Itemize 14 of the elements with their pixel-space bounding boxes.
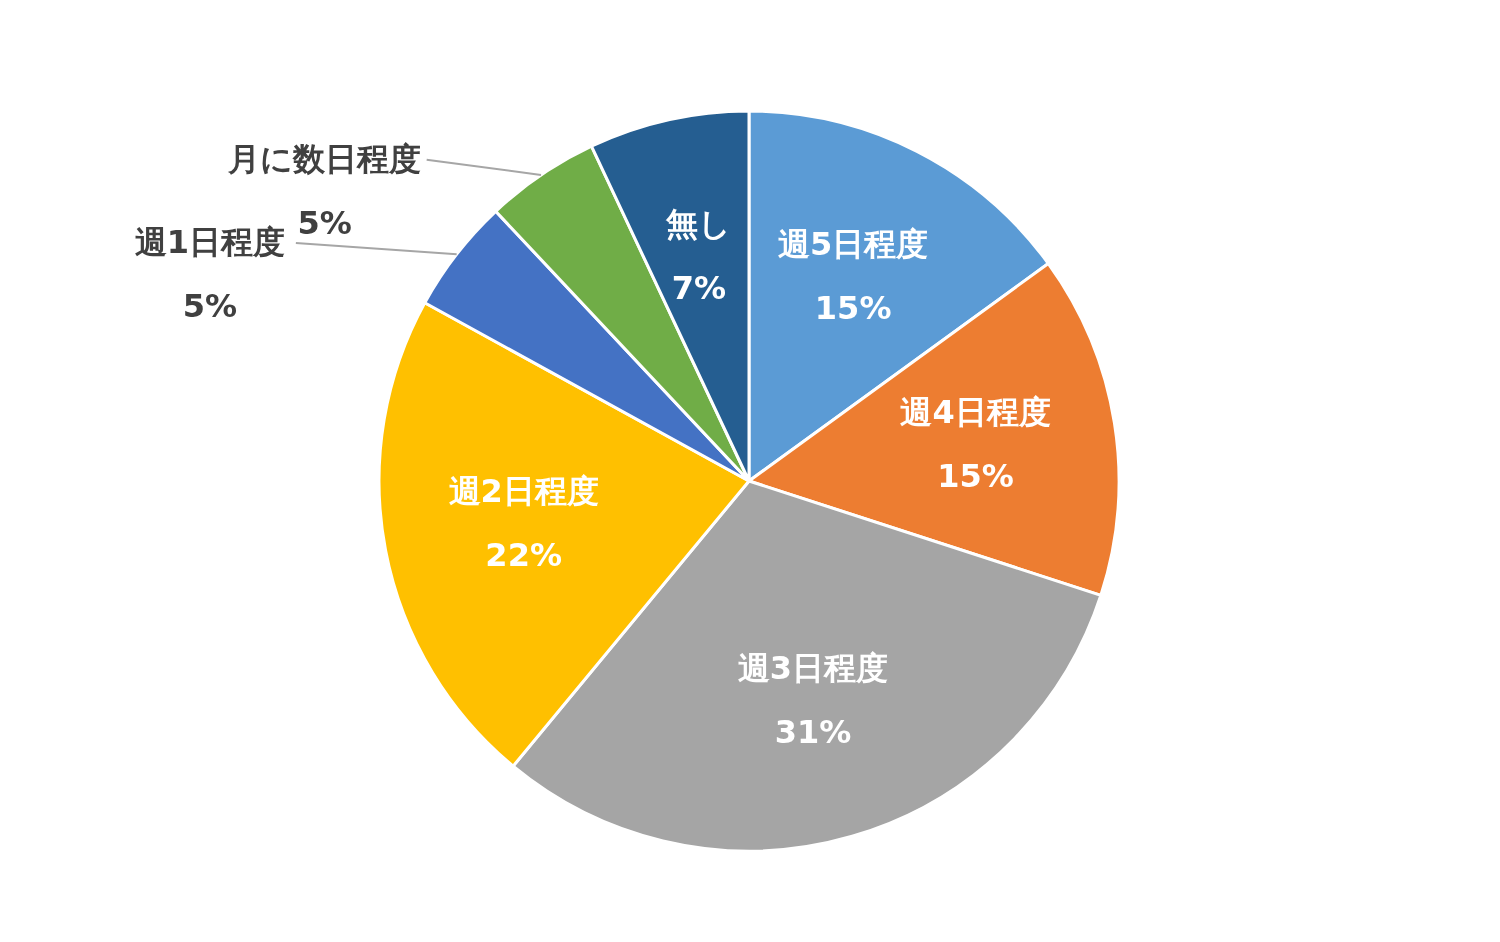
slice-label: 週4日程度 <box>900 393 1051 432</box>
data-label: 5% <box>297 203 352 242</box>
data-label: 22% <box>485 535 562 574</box>
slice-label: 週5日程度 <box>778 224 929 263</box>
data-label: 15% <box>814 288 892 327</box>
data-label: 5% <box>182 286 238 325</box>
data-label: 15% <box>937 457 1014 496</box>
slice-label: 週1日程度 <box>134 222 285 261</box>
slice-label: 無し <box>665 205 732 244</box>
data-label: 7% <box>671 269 727 308</box>
slice-label: 週2日程度 <box>448 471 599 510</box>
slice-label: 週3日程度 <box>737 649 889 688</box>
slice-label: 月に数日程度 <box>227 139 422 178</box>
data-label: 31% <box>774 713 852 752</box>
